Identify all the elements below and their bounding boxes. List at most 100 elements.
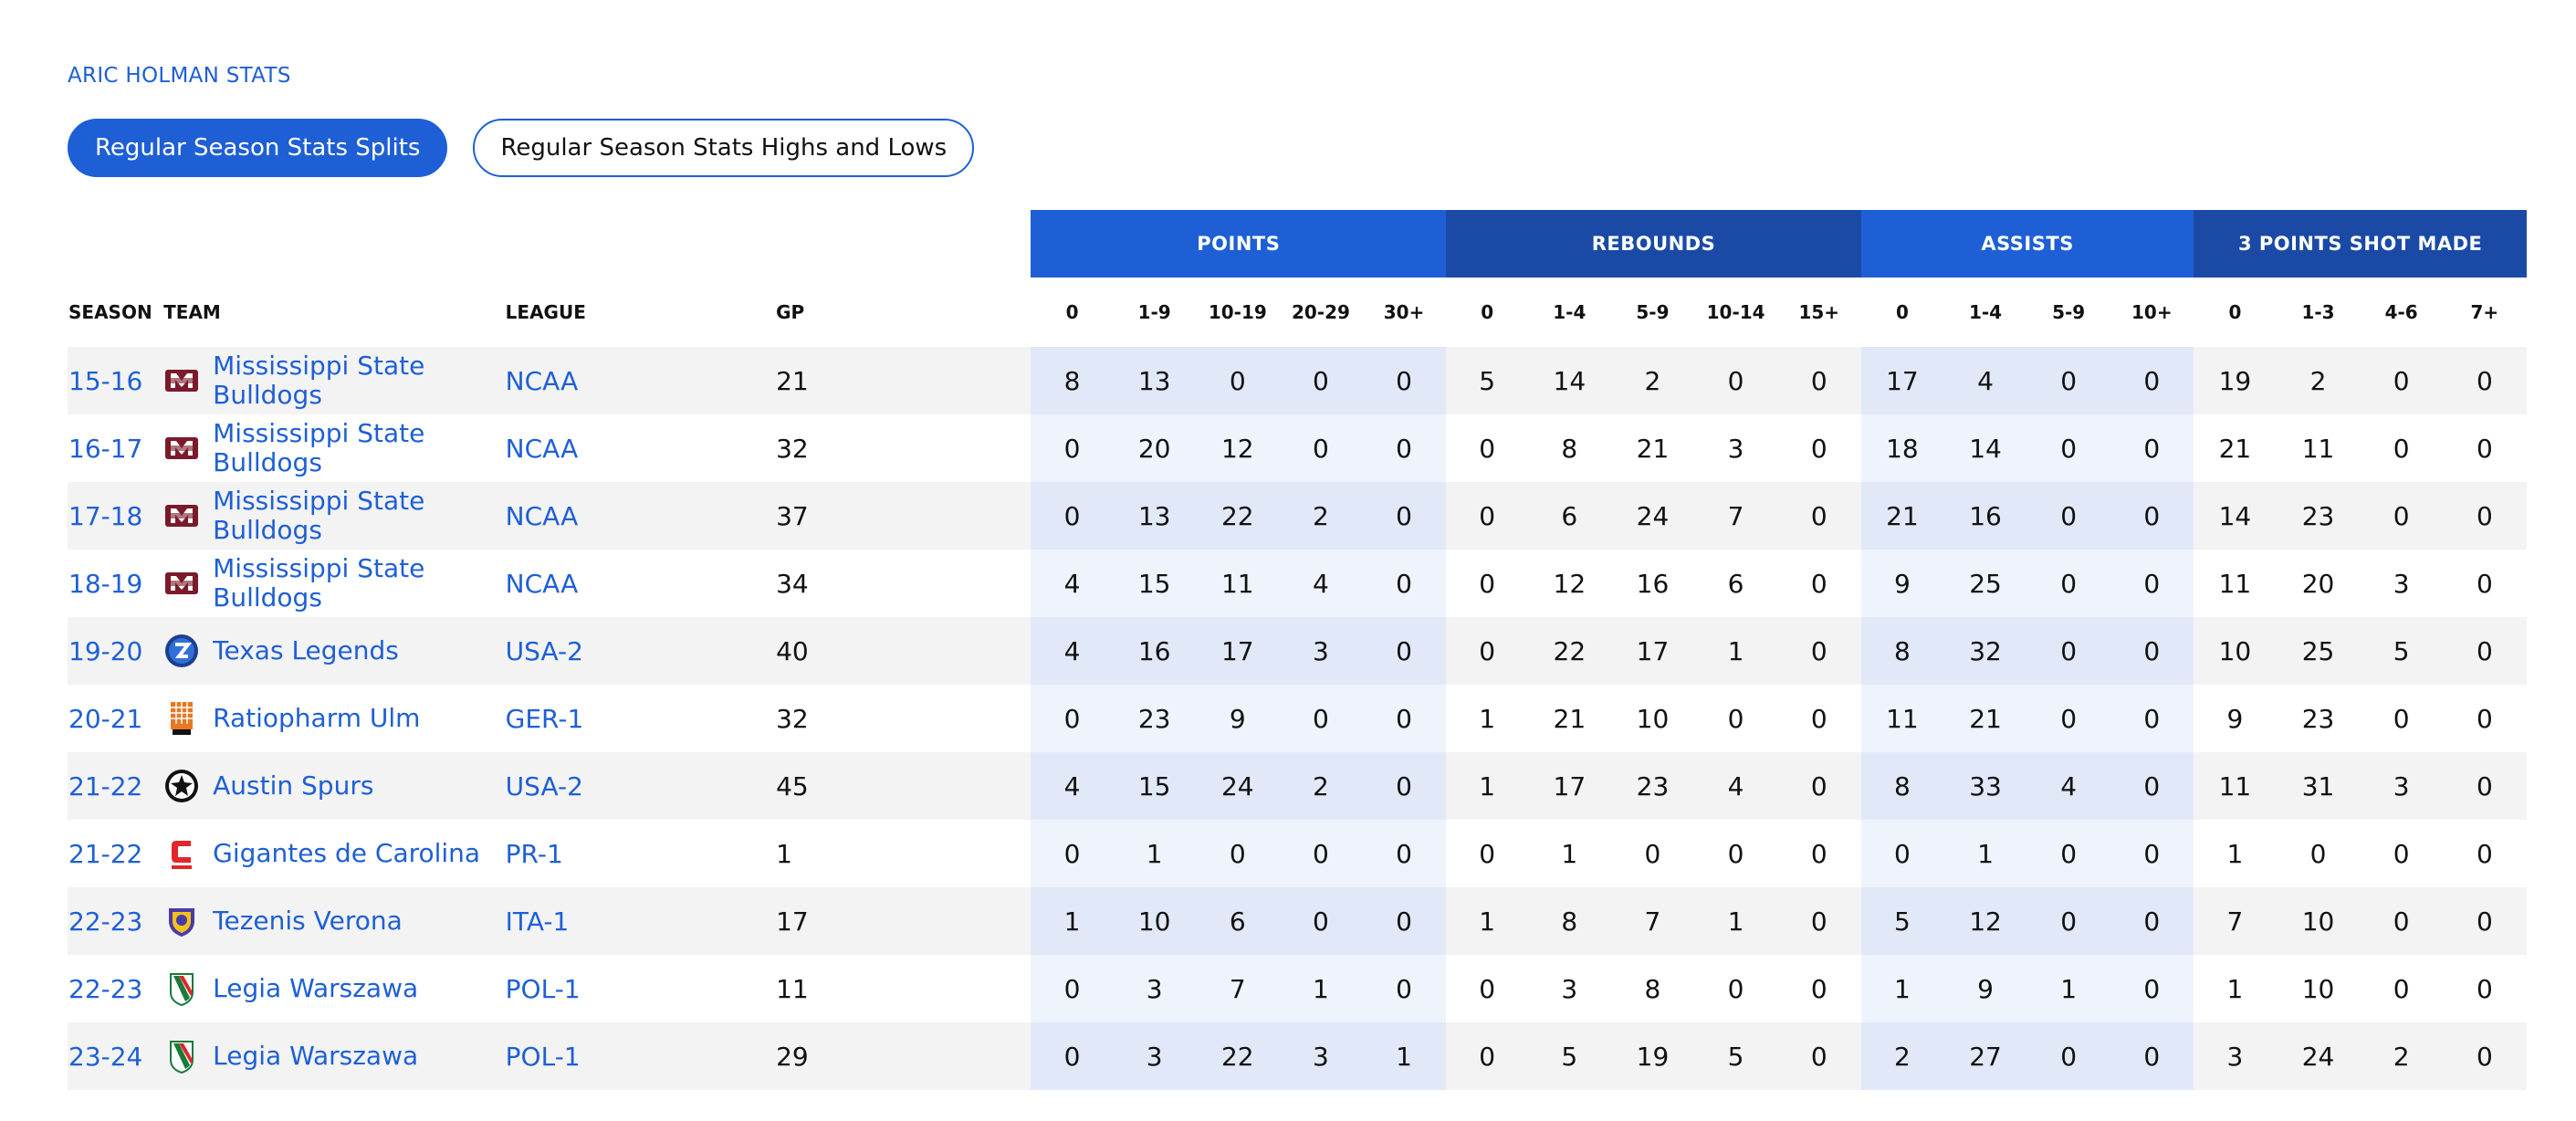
team-name[interactable]: Legia Warszawa — [213, 1042, 418, 1071]
team-cell: Ratiopharm Ulm — [162, 685, 505, 752]
team-name[interactable]: Gigantes de Carolina — [213, 839, 480, 868]
team-name[interactable]: Ratiopharm Ulm — [213, 704, 420, 733]
league-link[interactable]: NCAA — [504, 550, 776, 617]
season-link[interactable]: 19-20 — [68, 617, 163, 685]
season-link[interactable]: 17-18 — [68, 482, 163, 550]
team-name[interactable]: Legia Warszawa — [213, 974, 418, 1003]
points-stat-cell: 0 — [1031, 414, 1114, 482]
season-link[interactable]: 15-16 — [68, 347, 163, 414]
points-stat-cell: 0 — [1361, 955, 1447, 1022]
team-link[interactable]: Legia Warszawa — [163, 970, 504, 1007]
team-link[interactable]: Mississippi State Bulldogs — [163, 487, 504, 545]
season-link[interactable]: 22-23 — [68, 955, 163, 1022]
points-stat-cell: 0 — [1279, 685, 1362, 752]
team-link[interactable]: Mississippi State Bulldogs — [163, 554, 504, 613]
threes-stat-cell: 0 — [2442, 752, 2527, 820]
team-cell: Austin Spurs — [162, 752, 505, 820]
league-link[interactable]: USA-2 — [504, 752, 776, 820]
league-link[interactable]: NCAA — [504, 482, 776, 550]
team-name[interactable]: Mississippi State Bulldogs — [213, 351, 424, 410]
season-link[interactable]: 18-19 — [68, 550, 163, 617]
tab-regular-season-highs-lows[interactable]: Regular Season Stats Highs and Lows — [473, 119, 975, 177]
points-stat-cell: 6 — [1195, 887, 1280, 955]
points-stat-cell: 1 — [1031, 887, 1114, 955]
rebounds-stat-cell: 2 — [1610, 347, 1695, 414]
season-link[interactable]: 20-21 — [68, 685, 163, 752]
threes-stat-cell: 2 — [2360, 1022, 2443, 1090]
team-name-line: Mississippi State — [213, 553, 425, 583]
points-stat-cell: 4 — [1279, 550, 1362, 617]
season-link[interactable]: 22-23 — [68, 887, 163, 955]
assists-stat-cell: 27 — [1942, 1022, 2028, 1090]
team-cell: Mississippi State Bulldogs — [162, 347, 505, 414]
mississippi-state-logo-icon — [163, 565, 200, 602]
threes-stat-cell: 3 — [2360, 752, 2443, 820]
rebounds-stat-cell: 6 — [1528, 482, 1611, 550]
points-stat-cell: 20 — [1113, 414, 1196, 482]
column-header-assists-5-9: 5-9 — [2052, 301, 2086, 323]
team-name[interactable]: Mississippi State Bulldogs — [213, 419, 424, 477]
team-name[interactable]: Texas Legends — [213, 636, 399, 665]
team-name-line: Tezenis Verona — [213, 906, 403, 936]
team-link[interactable]: Ratiopharm Ulm — [163, 700, 504, 737]
team-link[interactable]: Mississippi State Bulldogs — [163, 351, 504, 410]
points-stat-cell: 9 — [1195, 685, 1280, 752]
team-cell: Mississippi State Bulldogs — [162, 482, 505, 550]
threes-stat-cell: 0 — [2442, 482, 2527, 550]
assists-stat-cell: 5 — [1860, 887, 1943, 955]
group-header-threes: 3 POINTS SHOT MADE — [2194, 210, 2527, 278]
team-link[interactable]: Gigantes de Carolina — [163, 835, 504, 872]
team-link[interactable]: Tezenis Verona — [163, 903, 504, 939]
season-link[interactable]: 21-22 — [68, 820, 163, 887]
team-name[interactable]: Austin Spurs — [213, 771, 373, 801]
team-name[interactable]: Tezenis Verona — [213, 906, 403, 936]
threes-stat-cell: 0 — [2442, 955, 2527, 1022]
team-cell: Texas Legends — [162, 617, 505, 685]
team-link[interactable]: Mississippi State Bulldogs — [163, 419, 504, 477]
points-stat-cell: 2 — [1279, 482, 1362, 550]
stats-table-body: 15-16 Mississippi State Bulldogs NCAA 21 8 13 0… — [68, 347, 2527, 1090]
season-link[interactable]: 21-22 — [68, 752, 163, 820]
assists-stat-cell: 0 — [2110, 414, 2194, 482]
rebounds-stat-cell: 19 — [1610, 1022, 1695, 1090]
points-stat-cell: 15 — [1113, 752, 1196, 820]
league-link[interactable]: ITA-1 — [504, 887, 776, 955]
rebounds-stat-cell: 22 — [1528, 617, 1611, 685]
group-header-rebounds: REBOUNDS — [1446, 210, 1861, 278]
team-link[interactable]: Austin Spurs — [163, 768, 504, 804]
threes-stat-cell: 0 — [2360, 685, 2443, 752]
group-header-assists: ASSISTS — [1860, 210, 2194, 278]
assists-stat-cell: 0 — [2110, 955, 2194, 1022]
league-link[interactable]: NCAA — [504, 347, 776, 414]
team-name[interactable]: Mississippi State Bulldogs — [213, 487, 424, 545]
rebounds-stat-cell: 0 — [1446, 1022, 1529, 1090]
rebounds-stat-cell: 23 — [1610, 752, 1695, 820]
league-link[interactable]: GER-1 — [504, 685, 776, 752]
threes-stat-cell: 0 — [2442, 347, 2527, 414]
assists-stat-cell: 0 — [2110, 617, 2194, 685]
points-stat-cell: 0 — [1031, 955, 1114, 1022]
rebounds-stat-cell: 0 — [1446, 550, 1529, 617]
team-name[interactable]: Mississippi State Bulldogs — [213, 554, 424, 613]
games-played: 17 — [775, 887, 1031, 955]
texas-legends-logo-icon — [163, 633, 200, 669]
league-link[interactable]: POL-1 — [504, 1022, 776, 1090]
stats-table: POINTS REBOUNDS ASSISTS 3 POINTS SHOT MA… — [68, 210, 2527, 1090]
team-link[interactable]: Texas Legends — [163, 633, 504, 669]
threes-stat-cell: 11 — [2194, 752, 2277, 820]
assists-stat-cell: 0 — [2027, 887, 2110, 955]
legia-warszawa-logo-icon — [163, 1038, 200, 1074]
season-link[interactable]: 16-17 — [68, 414, 163, 482]
assists-stat-cell: 0 — [2027, 414, 2110, 482]
league-link[interactable]: POL-1 — [504, 955, 776, 1022]
league-link[interactable]: USA-2 — [504, 617, 776, 685]
rebounds-stat-cell: 0 — [1776, 887, 1861, 955]
league-link[interactable]: PR-1 — [504, 820, 776, 887]
season-link[interactable]: 23-24 — [68, 1022, 163, 1090]
assists-stat-cell: 0 — [2027, 482, 2110, 550]
league-link[interactable]: NCAA — [504, 414, 776, 482]
threes-stat-cell: 0 — [2360, 347, 2443, 414]
team-link[interactable]: Legia Warszawa — [163, 1038, 504, 1074]
tab-regular-season-splits[interactable]: Regular Season Stats Splits — [68, 119, 448, 177]
team-cell: Tezenis Verona — [162, 887, 505, 955]
